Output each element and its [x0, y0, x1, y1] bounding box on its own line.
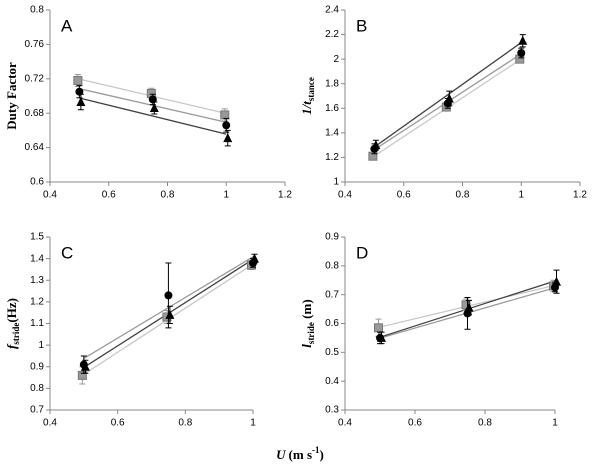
- x-tick-label: 0.4: [43, 190, 57, 201]
- y-axis-label: lstride (m): [299, 299, 316, 347]
- panel-letter: C: [61, 243, 73, 262]
- y-tick-label: 0.8: [30, 383, 44, 394]
- marker-circle: [148, 95, 157, 104]
- marker-triangle: [223, 133, 233, 143]
- y-tick-label: 1.1: [30, 318, 44, 329]
- y-axis-label: Duty Factor: [4, 62, 19, 130]
- y-tick-label: 1.4: [325, 127, 339, 138]
- marker-circle: [164, 291, 173, 300]
- x-axis-label: U (m s-1): [276, 445, 324, 462]
- y-tick-label: 1: [38, 340, 44, 351]
- trend-line: [79, 88, 227, 123]
- x-tick-label: 0.6: [102, 190, 116, 201]
- x-tick-label: 0.6: [397, 190, 411, 201]
- y-tick-label: 0.7: [30, 405, 44, 416]
- y-tick-label: 1.4: [30, 253, 44, 264]
- marker-circle: [222, 121, 231, 130]
- y-tick-label: 0.9: [325, 232, 339, 243]
- y-tick-label: 2.4: [325, 5, 339, 16]
- y-tick-label: 1: [333, 177, 339, 188]
- x-tick-label: 0.8: [178, 418, 192, 429]
- y-tick-label: 0.3: [325, 405, 339, 416]
- marker-square: [77, 370, 87, 380]
- y-label-part: stride: [11, 323, 21, 345]
- y-label-part: Duty Factor: [4, 62, 19, 130]
- marker-triangle: [552, 276, 561, 286]
- marker-circle: [75, 87, 84, 96]
- marker-triangle: [76, 97, 86, 107]
- x-tick-label: 0.8: [456, 190, 470, 201]
- marker-triangle: [377, 332, 386, 342]
- y-axis-label: 1/tstance: [299, 77, 316, 115]
- panel-letter: B: [356, 16, 367, 35]
- marker-triangle: [165, 309, 175, 319]
- x-tick-label: 1.2: [573, 190, 587, 201]
- y-axis-label: fstride(Hz): [4, 298, 21, 349]
- marker-triangle: [518, 35, 528, 45]
- x-tick-label: 1: [250, 418, 256, 429]
- x-tick-label: 0.4: [338, 190, 352, 201]
- marker-triangle: [250, 253, 259, 263]
- x-tick-label: 0.6: [111, 418, 125, 429]
- marker-triangle: [80, 361, 90, 371]
- x-tick-label: 1: [552, 418, 558, 429]
- y-tick-label: 0.6: [325, 318, 339, 329]
- y-tick-label: 0.76: [25, 39, 45, 50]
- marker-triangle: [464, 302, 474, 312]
- y-label-part: l: [299, 344, 314, 348]
- x-tick-label: 1.2: [278, 190, 292, 201]
- y-label-part: (m): [299, 299, 314, 322]
- y-tick-label: 0.72: [25, 73, 45, 84]
- x-label-exponent: -1: [312, 445, 320, 455]
- x-label-symbol: U: [276, 447, 286, 462]
- marker-circle: [517, 49, 526, 57]
- y-tick-label: 0.68: [25, 108, 45, 119]
- panel-letter: A: [61, 16, 73, 35]
- y-tick-label: 0.64: [25, 142, 45, 153]
- y-tick-label: 1.6: [325, 103, 339, 114]
- x-label-close: ): [320, 447, 324, 462]
- y-label-part: stance: [306, 77, 316, 101]
- trend-line: [79, 97, 227, 135]
- marker-triangle: [149, 103, 159, 113]
- x-tick-label: 1: [223, 190, 229, 201]
- y-tick-label: 0.6: [30, 177, 44, 188]
- y-tick-label: 0.4: [325, 376, 339, 387]
- y-label-part: stride: [306, 322, 316, 344]
- trend-line: [373, 42, 522, 148]
- x-tick-label: 0.8: [478, 418, 492, 429]
- x-tick-label: 0.4: [338, 418, 352, 429]
- y-tick-label: 2: [333, 54, 339, 65]
- y-tick-label: 1.2: [325, 152, 339, 163]
- y-label-part: 1/t: [299, 101, 314, 115]
- y-tick-label: 0.9: [30, 361, 44, 372]
- marker-triangle: [371, 140, 381, 150]
- y-tick-label: 1.3: [30, 275, 44, 286]
- y-tick-label: 1.8: [325, 78, 339, 89]
- y-tick-label: 0.8: [30, 5, 44, 16]
- x-tick-label: 0.4: [43, 418, 57, 429]
- x-tick-label: 1: [518, 190, 524, 201]
- marker-triangle: [444, 93, 454, 103]
- y-tick-label: 0.5: [325, 347, 339, 358]
- panel-letter: D: [356, 243, 368, 262]
- y-label-part: f: [4, 343, 19, 349]
- y-tick-label: 1.5: [30, 232, 44, 243]
- y-label-part: (Hz): [4, 298, 19, 323]
- y-tick-label: 0.8: [325, 260, 339, 271]
- marker-square: [374, 323, 383, 333]
- marker-square: [73, 76, 83, 86]
- marker-square: [220, 110, 230, 120]
- x-tick-label: 0.6: [408, 418, 422, 429]
- x-label-unit: (m s: [289, 447, 312, 462]
- y-tick-label: 0.7: [325, 289, 339, 300]
- y-tick-label: 1.2: [30, 297, 44, 308]
- y-tick-label: 2.2: [325, 29, 339, 40]
- x-tick-label: 0.8: [161, 190, 175, 201]
